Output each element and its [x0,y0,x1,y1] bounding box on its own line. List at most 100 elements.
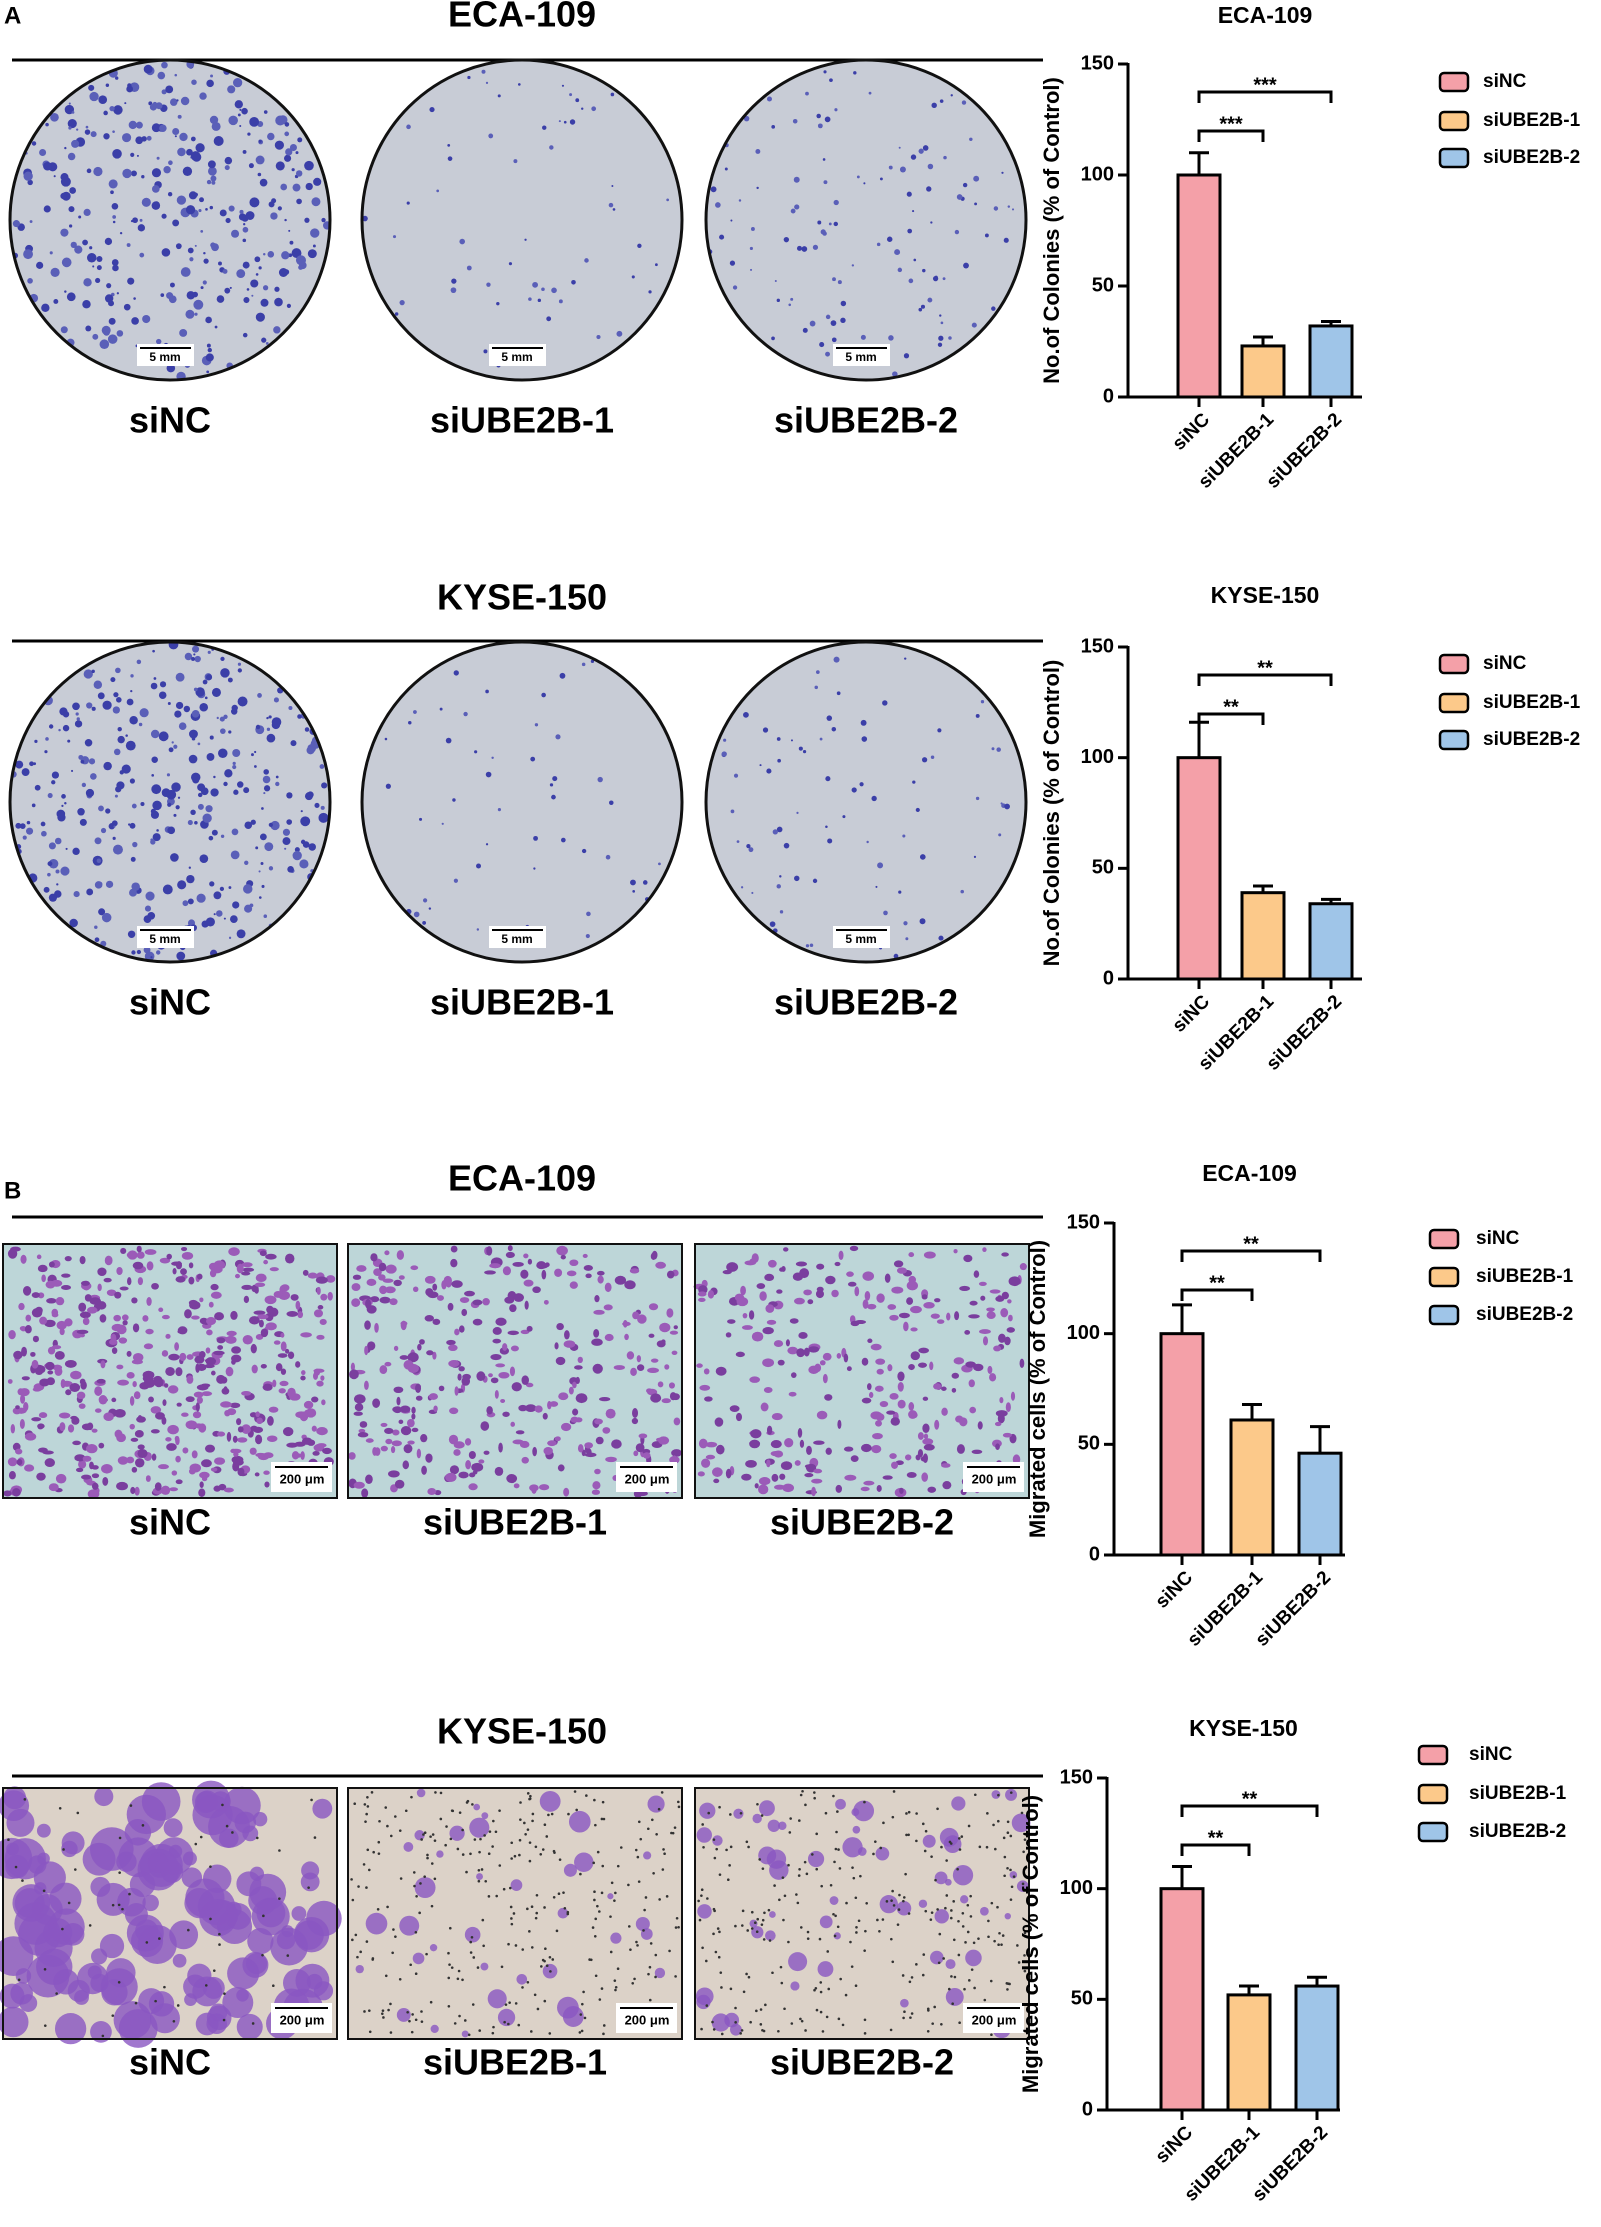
pore [677,1925,680,1929]
significance-bracket [1180,1843,1251,1856]
colony [273,697,279,703]
pore [448,1963,451,1966]
pore [814,1987,818,1990]
colony [262,775,271,784]
colony [98,908,106,916]
cell [223,1487,234,1493]
cell [51,1345,62,1350]
cell [787,1346,799,1355]
colony [262,285,269,291]
colony [837,280,842,285]
cell [117,1456,129,1465]
colony [963,262,969,269]
pore [187,1928,190,1932]
cell [727,1319,736,1324]
scale-text: 200 μm [972,2012,1017,2027]
cell [453,1449,461,1456]
colony [176,195,187,205]
colony [166,789,177,800]
pore [600,1987,604,1990]
cell [277,1353,288,1358]
colony [122,133,132,143]
pore [579,1872,582,1876]
pore [204,1984,208,1987]
colony [581,848,587,854]
image-label: siUBE2B-2 [770,1502,954,1543]
colony [90,773,97,780]
colony [463,711,468,717]
pore [841,2023,845,2027]
pore [487,1852,491,1856]
cell [476,1371,486,1382]
colony [245,211,255,220]
colony [107,334,118,344]
cell [585,1273,592,1279]
cell [143,1343,154,1350]
colony [192,645,200,653]
colony [174,73,178,77]
colony [831,337,837,343]
cell [101,1463,113,1474]
colony [439,707,443,711]
colony [888,335,894,341]
pore [658,1898,661,1901]
cell [225,1366,234,1377]
colony [58,728,61,732]
pore [517,2023,521,2027]
dish-rim [704,58,1028,382]
pore [399,1877,403,1880]
significance-bracket [1197,712,1265,725]
colony [112,130,115,133]
cell-cluster [752,1813,762,1824]
cell [316,1334,325,1340]
colony [83,278,92,287]
cell [378,1274,386,1281]
colony [208,166,217,176]
cell-cluster [557,1907,569,1919]
pore [779,1965,783,1969]
colony [825,776,831,782]
pore [414,1972,418,1976]
pore [773,1884,776,1887]
cell [518,1404,528,1412]
colony [238,213,247,221]
pore [936,1807,939,1811]
cell [415,1395,423,1401]
pore [88,1924,92,1927]
cell-cluster [192,1794,233,1836]
colony [851,787,857,793]
colony [631,275,635,279]
cell-cluster [172,1953,187,1968]
cell [176,1402,182,1407]
cell [126,1372,135,1379]
pore [649,1942,653,1945]
colony [777,758,781,763]
cell [779,1473,786,1480]
cell [871,1444,882,1454]
pore [857,1919,861,1923]
colony [85,788,95,798]
colony [105,880,114,888]
colony [214,325,218,329]
cell [411,1406,416,1414]
cell [48,1261,55,1268]
cell [529,1484,539,1492]
cell [260,1364,267,1369]
cell-cluster [807,1850,825,1868]
cell [666,1270,675,1279]
cell [492,1327,502,1335]
cell [97,1267,107,1277]
cell [699,1384,711,1391]
pore [141,1824,145,1827]
colony [222,268,228,274]
colony [239,108,242,111]
cell [300,1451,305,1460]
pore [367,1868,371,1872]
legend-label: siUBE2B-2 [1483,147,1580,168]
pore [845,1901,848,1905]
pore [473,1838,477,1841]
colony [197,783,206,792]
colony [188,729,198,739]
scale-text: 5 mm [501,350,532,364]
colony [447,156,453,161]
